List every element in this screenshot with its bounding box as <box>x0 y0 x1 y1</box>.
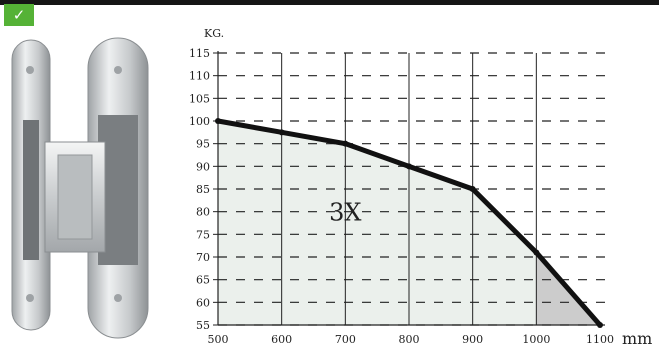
x-tick-label: 500 <box>208 333 229 346</box>
x-tick-label: 1000 <box>522 333 550 346</box>
y-axis-label: KG. <box>204 27 224 40</box>
x-tick-label: 800 <box>399 333 420 346</box>
data-point <box>597 322 603 328</box>
y-tick-label: 60 <box>196 296 210 309</box>
data-point <box>278 129 285 136</box>
data-point <box>406 163 412 170</box>
shaded-region-1 <box>536 252 600 325</box>
data-point <box>215 118 221 124</box>
shaded-region-0 <box>218 121 537 325</box>
y-tick-label: 110 <box>190 70 210 83</box>
data-point <box>469 186 476 192</box>
data-point <box>342 140 349 147</box>
y-tick-label: 100 <box>190 115 210 128</box>
y-tick-label: 95 <box>196 138 210 151</box>
x-tick-label: 1100 <box>586 333 614 346</box>
annotation-label: 3X <box>329 199 361 227</box>
y-tick-label: 65 <box>196 274 210 287</box>
y-tick-label: 105 <box>190 92 210 105</box>
y-tick-label: 70 <box>196 251 210 264</box>
load-chart: 55 60 65 70 75 80 85 90 95 100 105 110 115 500 600 700 8… <box>190 27 652 348</box>
y-tick-label: 85 <box>196 183 210 196</box>
y-tick-label: 90 <box>196 160 210 173</box>
checkmark-icon: ✓ <box>12 6 26 24</box>
checkmark-badge: ✓ <box>4 4 34 26</box>
x-axis-label: mm <box>622 329 652 348</box>
y-tick-label: 55 <box>196 319 210 332</box>
top-bar <box>0 0 659 5</box>
y-tick-label: 75 <box>196 228 210 241</box>
x-tick-label: 900 <box>462 333 483 346</box>
concealed-hinge-image <box>11 37 149 339</box>
x-tick-label: 700 <box>335 333 356 346</box>
y-tick-label: 80 <box>196 206 210 219</box>
data-point <box>533 249 540 256</box>
y-tick-label: 115 <box>190 47 210 60</box>
x-tick-label: 600 <box>271 333 292 346</box>
